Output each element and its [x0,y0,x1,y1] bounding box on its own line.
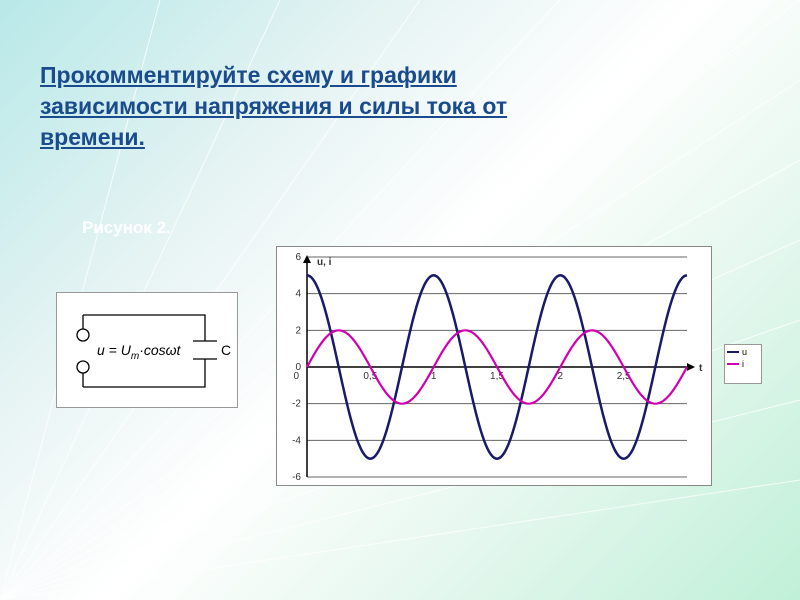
figure-label: Рисунок 2. [82,218,171,238]
circuit-formula: u = Um·cosωt [97,342,182,362]
chart-svg: -6-4-202460,511,522,5u, it0 [277,247,713,487]
legend-label-i: i [742,359,744,369]
capacitor-label: C [221,342,231,358]
legend-label-u: u [742,347,747,357]
waveform-chart: -6-4-202460,511,522,5u, it0 [276,246,712,486]
svg-text:-6: -6 [292,472,301,483]
chart-legend: u i [724,344,762,384]
svg-text:6: 6 [295,252,301,263]
title-line-2: зависимости напряжения и силы тока от [40,93,507,119]
svg-text:0: 0 [293,371,299,382]
legend-item-i: i [727,359,759,369]
circuit-svg: u = Um·cosωt C [57,293,239,409]
circuit-diagram: u = Um·cosωt C [56,292,238,408]
svg-text:2: 2 [295,325,301,336]
title-line-3: времени. [40,124,145,150]
svg-text:-2: -2 [292,399,301,410]
svg-text:u, i: u, i [317,257,332,268]
page-title: Прокомментируйте схему и графики зависим… [40,60,760,153]
svg-text:4: 4 [295,289,301,300]
svg-text:t: t [699,363,703,374]
title-line-1: Прокомментируйте схему и графики [40,62,457,88]
svg-text:-4: -4 [292,435,301,446]
legend-item-u: u [727,347,759,357]
